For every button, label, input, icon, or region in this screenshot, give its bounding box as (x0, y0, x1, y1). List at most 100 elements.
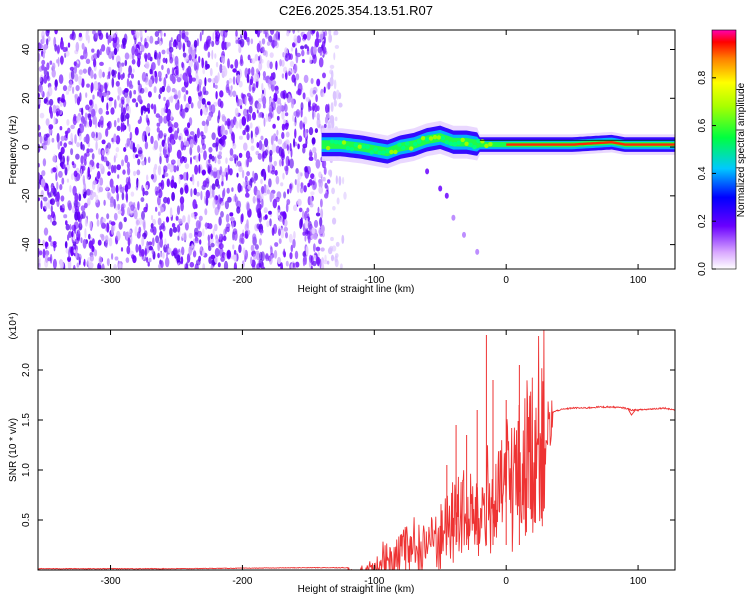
noise-speck (145, 203, 149, 210)
noise-speck (56, 132, 60, 143)
noise-speck (51, 137, 55, 143)
noise-speck (121, 37, 127, 46)
noise-speck (160, 30, 163, 38)
noise-speck (168, 126, 173, 134)
noise-speck (207, 51, 211, 58)
noise-speck (116, 230, 121, 241)
noise-speck (162, 221, 165, 229)
noise-speck (92, 238, 95, 245)
noise-speck (202, 263, 206, 269)
noise-speck (136, 144, 140, 149)
noise-speck (215, 38, 220, 46)
noise-speck (130, 234, 133, 245)
noise-speck (163, 115, 168, 124)
noise-speck (165, 216, 170, 223)
noise-speck (285, 202, 289, 213)
noise-speck (79, 123, 85, 133)
noise-speck (312, 105, 315, 112)
noise-speck (205, 196, 209, 206)
noise-speck (51, 211, 55, 219)
noise-speck (180, 140, 184, 151)
noise-speck (335, 175, 338, 185)
noise-speck (39, 135, 43, 144)
noise-speck (86, 83, 90, 88)
noise-speck (64, 130, 69, 136)
noise-speck (117, 117, 120, 123)
ridge-blotch (472, 145, 477, 150)
noise-speck (45, 118, 50, 126)
noise-speck (132, 68, 135, 73)
noise-speck (74, 64, 77, 74)
noise-speck (86, 188, 91, 196)
noise-speck (170, 159, 176, 165)
noise-speck (92, 94, 95, 100)
noise-speck (219, 233, 223, 240)
noise-speck (265, 113, 268, 123)
noise-speck (315, 256, 319, 264)
noise-speck (157, 252, 161, 259)
noise-speck (38, 261, 41, 269)
noise-speck (271, 80, 277, 86)
noise-speck (209, 236, 214, 244)
noise-speck (117, 95, 120, 101)
noise-speck (270, 72, 274, 80)
noise-speck (258, 258, 264, 268)
noise-speck (181, 86, 186, 93)
noise-speck (98, 186, 104, 193)
noise-speck (319, 217, 323, 227)
noise-speck (121, 159, 124, 167)
noise-speck (124, 59, 128, 67)
noise-speck (120, 122, 123, 133)
noise-speck (148, 257, 152, 263)
noise-speck (80, 213, 84, 220)
noise-speck (244, 96, 247, 106)
noise-speck (92, 180, 97, 186)
noise-speck (190, 188, 193, 198)
noise-speck (105, 185, 109, 191)
noise-speck (90, 83, 93, 94)
noise-speck (163, 96, 166, 102)
colorbar-gradient (711, 29, 737, 270)
noise-speck (227, 196, 232, 203)
noise-speck (74, 205, 80, 212)
noise-speck (167, 247, 172, 254)
noise-speck (262, 266, 266, 269)
noise-speck (229, 168, 233, 176)
noise-speck (108, 34, 112, 44)
noise-speck (242, 247, 246, 256)
noise-speck (71, 230, 74, 238)
noise-speck (341, 234, 345, 244)
noise-speck (202, 67, 205, 75)
noise-speck (264, 214, 268, 220)
noise-speck (303, 74, 309, 84)
noise-speck (188, 232, 193, 239)
noise-speck (277, 257, 282, 265)
noise-speck (133, 170, 137, 177)
noise-speck (209, 68, 213, 77)
noise-speck (305, 229, 309, 234)
noise-speck (116, 192, 119, 202)
x-tick-label: -200 (232, 576, 252, 587)
noise-speck (103, 82, 108, 90)
noise-speck (112, 70, 117, 75)
noise-speck (258, 212, 262, 223)
noise-speck (98, 68, 103, 79)
noise-speck (95, 212, 99, 220)
noise-speck (304, 255, 307, 265)
noise-speck (204, 208, 208, 216)
noise-speck (213, 82, 216, 88)
noise-speck (165, 73, 168, 79)
ridge-blotch (345, 146, 351, 151)
noise-speck (261, 112, 265, 119)
noise-speck (72, 241, 77, 246)
noise-speck (125, 193, 129, 203)
noise-speck (70, 132, 73, 143)
noise-speck (338, 102, 343, 108)
noise-speck (207, 234, 210, 242)
noise-speck (254, 53, 259, 62)
noise-speck (92, 30, 96, 35)
noise-speck (330, 236, 334, 242)
noise-speck (145, 184, 149, 190)
noise-speck (330, 254, 335, 262)
noise-speck (161, 85, 165, 93)
